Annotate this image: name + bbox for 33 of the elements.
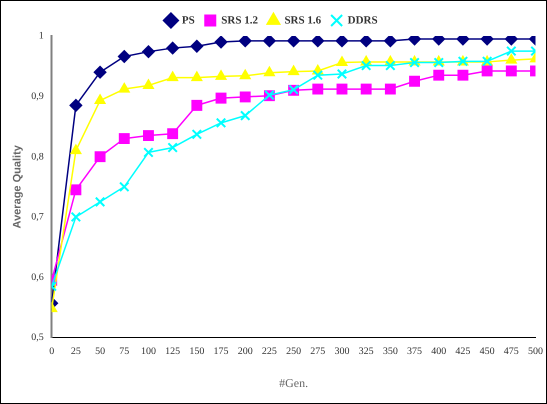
x-tick-label: 500 xyxy=(528,346,543,358)
legend-label: PS xyxy=(182,14,195,26)
x-tick-label: 125 xyxy=(165,346,180,358)
y-tick-label: 0,6 xyxy=(31,272,44,283)
x-tick-label: 375 xyxy=(407,346,422,358)
y-axis-title: Average Quality xyxy=(12,144,24,228)
x-tick-label: 0 xyxy=(49,346,54,358)
x-tick-label: 425 xyxy=(455,346,470,358)
x-tick-label: 325 xyxy=(358,346,374,358)
y-tick-label: 0,7 xyxy=(31,212,44,223)
x-tick-label: 300 xyxy=(334,346,350,358)
x-axis-title: #Gen. xyxy=(279,376,308,390)
x-tick-label: 225 xyxy=(262,346,277,358)
legend-label: SRS 1.6 xyxy=(284,14,322,26)
x-tick-label: 400 xyxy=(431,346,446,358)
y-tick-label: 1 xyxy=(38,30,44,42)
x-tick-label: 25 xyxy=(70,346,81,358)
x-tick-label: 50 xyxy=(95,346,106,358)
x-tick-label: 175 xyxy=(214,346,229,358)
x-tick-label: 100 xyxy=(140,346,156,358)
x-tick-label: 275 xyxy=(310,346,326,358)
y-tick-label: 0,5 xyxy=(31,332,44,344)
x-tick-label: 150 xyxy=(189,346,204,358)
x-tick-label: 350 xyxy=(382,346,398,358)
legend-label: SRS 1.2 xyxy=(221,14,258,26)
y-tick-label: 0,9 xyxy=(31,90,44,102)
x-tick-label: 475 xyxy=(504,346,519,358)
legend-label: DDRS xyxy=(348,14,378,26)
x-tick-label: 200 xyxy=(238,346,253,358)
y-tick-label: 0,8 xyxy=(31,151,44,162)
x-tick-label: 250 xyxy=(286,346,302,358)
x-tick-label: 75 xyxy=(119,346,130,358)
x-tick-label: 450 xyxy=(480,346,495,358)
